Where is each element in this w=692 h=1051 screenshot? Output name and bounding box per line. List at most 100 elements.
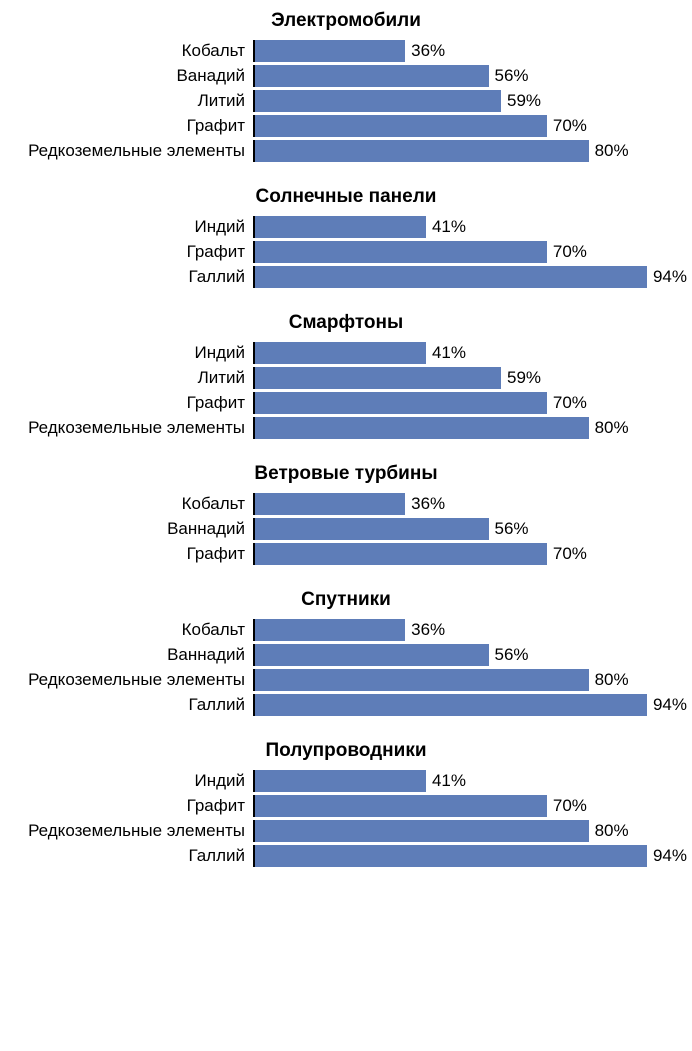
- chart-group: Спутники Кобальт 36% Ваннадий56% Редкоземель…: [20, 589, 672, 716]
- bar-value: 59%: [501, 90, 541, 112]
- bar-fill: [255, 140, 589, 162]
- bar-label: Редкоземельные элементы: [20, 670, 253, 690]
- bar-label: Редкоземельные элементы: [20, 821, 253, 841]
- bar-label: Графит: [20, 544, 253, 564]
- bar-row: Галлий94%: [20, 266, 672, 288]
- bar-value: 80%: [589, 417, 629, 439]
- group-title: Спутники: [20, 589, 672, 611]
- bar-fill: [255, 115, 547, 137]
- bar-track: 80%: [253, 820, 672, 842]
- bar-track: 70%: [253, 392, 672, 414]
- bar-track: 94%: [253, 266, 672, 288]
- bar-value: 70%: [547, 543, 587, 565]
- bar-fill: [255, 619, 405, 641]
- group-title: Солнечные панели: [20, 186, 672, 208]
- bar-row: Галлий94%: [20, 694, 672, 716]
- bar-track: 56%: [253, 65, 672, 87]
- bar-label: Литий: [20, 368, 253, 388]
- bar-row: Индий41%: [20, 216, 672, 238]
- bar-row: Редкоземельные элементы 80%: [20, 669, 672, 691]
- bar-label: Кобальт: [20, 620, 253, 640]
- bar-value: 36%: [405, 619, 445, 641]
- bar-value: 94%: [647, 845, 687, 867]
- bar-row: Ваннадий56%: [20, 644, 672, 666]
- bar-fill: [255, 669, 589, 691]
- bar-track: 41%: [253, 216, 672, 238]
- bar-value: 70%: [547, 241, 587, 263]
- bar-track: 70%: [253, 795, 672, 817]
- bar-value: 59%: [501, 367, 541, 389]
- bar-fill: [255, 795, 547, 817]
- bar-track: 70%: [253, 241, 672, 263]
- bar-fill: [255, 543, 547, 565]
- bar-label: Графит: [20, 796, 253, 816]
- bar-track: 70%: [253, 543, 672, 565]
- bar-fill: [255, 518, 489, 540]
- bar-track: 94%: [253, 845, 672, 867]
- bar-fill: [255, 845, 647, 867]
- group-title: Электромобили: [20, 10, 672, 32]
- bar-label: Галлий: [20, 695, 253, 715]
- group-title: Ветровые турбины: [20, 463, 672, 485]
- bar-label: Ваннадий: [20, 519, 253, 539]
- bar-value: 94%: [647, 694, 687, 716]
- bar-row: Кобальт 36%: [20, 619, 672, 641]
- bar-value: 41%: [426, 770, 466, 792]
- bar-row: Кобальт 36%: [20, 493, 672, 515]
- bar-fill: [255, 65, 489, 87]
- bar-label: Индий: [20, 771, 253, 791]
- group-title: Полупроводники: [20, 740, 672, 762]
- bar-label: Галлий: [20, 846, 253, 866]
- bar-row: Редкоземельные элементы80%: [20, 417, 672, 439]
- bar-label: Галлий: [20, 267, 253, 287]
- bar-label: Индий: [20, 343, 253, 363]
- bar-value: 80%: [589, 140, 629, 162]
- bar-track: 59%: [253, 90, 672, 112]
- chart-group: Полупроводники Индий 41% Графит 70% Редкоземе…: [20, 740, 672, 867]
- bar-row: Индий 41%: [20, 770, 672, 792]
- bar-value: 70%: [547, 392, 587, 414]
- bar-fill: [255, 644, 489, 666]
- group-title: Смарфтоны: [20, 312, 672, 334]
- bar-value: 80%: [589, 669, 629, 691]
- chart-group: Смарфтоны Индий 41% Литий 59% Графит 70% Редкоз…: [20, 312, 672, 439]
- bar-fill: [255, 90, 501, 112]
- bar-fill: [255, 417, 589, 439]
- bar-label: Графит: [20, 116, 253, 136]
- bar-value: 41%: [426, 342, 466, 364]
- bar-label: Кобальт: [20, 41, 253, 61]
- bar-value: 70%: [547, 115, 587, 137]
- bar-fill: [255, 216, 426, 238]
- bar-track: 94%: [253, 694, 672, 716]
- bar-value: 36%: [405, 493, 445, 515]
- bar-row: Редкоземельные элементы80%: [20, 140, 672, 162]
- bar-row: Графит 70%: [20, 115, 672, 137]
- bar-track: 59%: [253, 367, 672, 389]
- bar-row: Литий 59%: [20, 367, 672, 389]
- bar-row: Кобальт 36%: [20, 40, 672, 62]
- bar-label: Кобальт: [20, 494, 253, 514]
- bar-fill: [255, 367, 501, 389]
- bar-track: 56%: [253, 518, 672, 540]
- chart-group: Электромобили Кобальт 36% Ванадий56% Литий59…: [20, 10, 672, 162]
- bar-chart-groups: ЭлектромобилиКобальт36%Ванадий56%Литий59…: [0, 0, 692, 911]
- bar-fill: [255, 266, 647, 288]
- bar-label: Индий: [20, 217, 253, 237]
- bar-track: 36%: [253, 619, 672, 641]
- bar-row: Графит 70%: [20, 241, 672, 263]
- bar-label: Ванадий: [20, 66, 253, 86]
- chart-group: Ветровые турбины Кобальт 36% Ваннадий 56% Гра…: [20, 463, 672, 565]
- bar-row: Литий59%: [20, 90, 672, 112]
- bar-value: 70%: [547, 795, 587, 817]
- bar-row: Графит 70%: [20, 392, 672, 414]
- bar-row: Графит 70%: [20, 543, 672, 565]
- bar-label: Графит: [20, 393, 253, 413]
- bar-track: 80%: [253, 140, 672, 162]
- bar-track: 70%: [253, 115, 672, 137]
- bar-fill: [255, 770, 426, 792]
- bar-track: 80%: [253, 417, 672, 439]
- bar-value: 94%: [647, 266, 687, 288]
- bar-label: Графит: [20, 242, 253, 262]
- bar-value: 36%: [405, 40, 445, 62]
- bar-value: 56%: [489, 518, 529, 540]
